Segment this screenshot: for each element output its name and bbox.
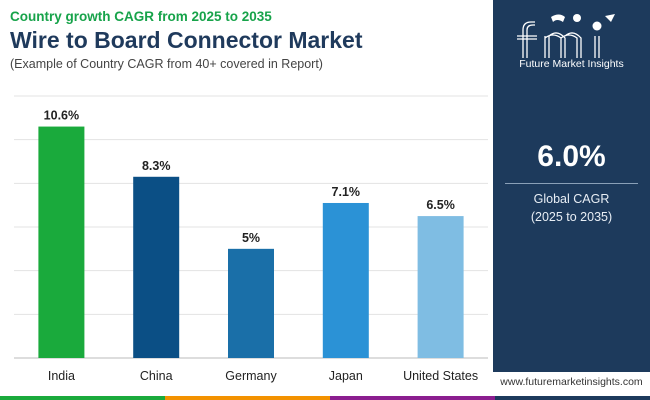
global-cagr-label-line2: (2025 to 2035) [530,210,613,224]
strip-segment [330,396,495,400]
side-panel: Future Market Insights 6.0% Global CAGR … [493,0,650,372]
bar-value-label: 6.5% [426,198,455,212]
bar-japan [322,202,369,358]
header: Country growth CAGR from 2025 to 2035 Wi… [10,8,490,73]
global-cagr-value: 6.0% [537,140,606,173]
bar-india [38,126,85,358]
chart-caption: (Example of Country CAGR from 40+ covere… [10,57,323,71]
category-labels: India China Germany Japan United States [48,369,478,383]
logo-text: Future Market Insights [519,58,624,70]
bar-value-label: 5% [242,231,260,245]
global-cagr-label-line1: Global CAGR [533,192,610,206]
chart-subtitle: Country growth CAGR from 2025 to 2035 [10,9,272,24]
strip-segment [495,396,650,400]
bottom-color-strip [0,396,650,400]
category-label: India [48,369,75,383]
category-label: United States [403,369,478,383]
cagr-divider [505,183,638,184]
bar-value-label: 8.3% [142,159,171,173]
strip-segment [165,396,330,400]
bars [38,126,464,358]
fmi-logo-icon [517,14,615,58]
bar-value-label: 7.1% [332,185,361,199]
category-label: Germany [225,369,277,383]
bar-germany [228,248,274,358]
category-label: China [140,369,173,383]
chart-title: Wire to Board Connector Market [10,27,363,53]
bar-china [133,176,180,358]
category-label: Japan [329,369,363,383]
strip-segment [0,396,165,400]
bar-value-label: 10.6% [44,109,79,123]
bar-united-states [417,216,464,358]
value-labels: 10.6% 8.3% 5% 7.1% 6.5% [44,109,455,245]
global-cagr-label: Global CAGR (2025 to 2035) [493,190,650,226]
website-link[interactable]: www.futuremarketinsights.com [500,376,643,388]
